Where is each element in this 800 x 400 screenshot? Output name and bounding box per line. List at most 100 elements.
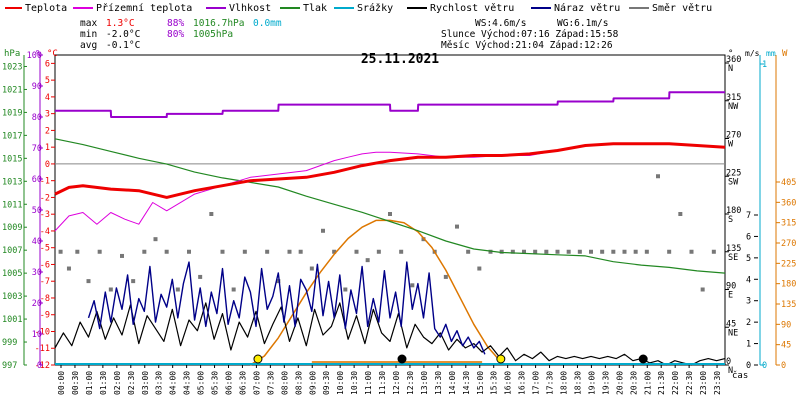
- time-tick-label: 14:00: [448, 371, 457, 395]
- legend-label-pressure: Tlak: [303, 3, 327, 14]
- summary-max-temp: 1.3°C: [106, 18, 135, 29]
- hpa-tick-label: 1019: [2, 108, 22, 118]
- dir-tick-deg: 270: [726, 131, 741, 141]
- pct-tick-label: 0: [37, 361, 42, 371]
- time-tick-label: 14:30: [462, 371, 471, 395]
- wind-dir-point: [86, 279, 91, 284]
- legend: Teplota Přízemní teplota Vlhkost Tlak Sr…: [5, 2, 712, 14]
- summary-max-rain: 0.0mm: [253, 18, 282, 29]
- hpa-tick-label: 1017: [2, 131, 22, 141]
- moonrise-marker: [638, 354, 648, 364]
- axis-title-hpa: hPa: [4, 49, 20, 59]
- wind-dir-point: [455, 224, 459, 229]
- axis-title-temp: °C: [47, 49, 58, 59]
- wind-dir-point: [265, 249, 270, 254]
- dir-tick-deg: 315: [726, 93, 741, 103]
- temp-tick-label: 5: [45, 76, 50, 86]
- summary-max-press: 1016.7hPa: [193, 18, 244, 29]
- hpa-tick-label: 1021: [2, 85, 22, 95]
- w-tick-label: 270: [781, 239, 796, 249]
- hpa-tick-label: 999: [2, 338, 17, 348]
- wind-dir-point: [633, 249, 638, 254]
- series-wind-gust: [87, 261, 486, 355]
- pct-tick-label: 20: [32, 299, 42, 309]
- ms-tick-label: 2: [746, 318, 751, 328]
- time-tick-label: 08:00: [280, 371, 289, 395]
- time-tick-label: 05:30: [211, 371, 220, 395]
- time-tick-label: 04:00: [169, 371, 178, 395]
- time-tick-label: 08:30: [294, 371, 303, 395]
- time-tick-label: 18:30: [573, 371, 582, 395]
- summary-avg-temp: -0.1°C: [106, 40, 140, 51]
- time-tick-label: 00:00: [57, 371, 66, 395]
- wind-dir-point: [678, 212, 683, 216]
- time-tick-label: 09:30: [322, 371, 331, 395]
- wind-dir-point: [510, 249, 515, 254]
- summary-moon: Měsíc Východ:21:04 Západ:12:26: [441, 40, 613, 51]
- time-tick-label: 21:00: [643, 371, 652, 395]
- dir-tick-label: NE: [728, 328, 738, 338]
- wind-dir-point: [388, 212, 392, 216]
- wind-dir-point: [667, 249, 672, 254]
- temp-tick-label: -1: [40, 177, 50, 187]
- pct-tick-label: 40: [32, 237, 42, 247]
- summary-max-label: max: [80, 18, 97, 29]
- wind-dir-point: [600, 249, 605, 254]
- wind-dir-point: [332, 249, 337, 254]
- time-tick-label: 21:30: [657, 371, 666, 395]
- dir-tick-deg: 225: [726, 168, 741, 178]
- wind-dir-point: [287, 249, 292, 254]
- temp-tick-label: -10: [35, 327, 50, 337]
- dir-tick-label: NW: [728, 102, 739, 112]
- wind-dir-point: [399, 249, 404, 254]
- temp-tick-label: -9: [40, 311, 50, 321]
- dir-tick-deg: 90: [726, 282, 736, 292]
- hpa-tick-label: 1007: [2, 246, 22, 256]
- wind-dir-point: [656, 174, 660, 179]
- mm-tick-label: 0: [762, 361, 767, 371]
- dir-tick-deg: 135: [726, 244, 741, 254]
- series-apparent-temp: [54, 143, 726, 232]
- temp-tick-label: -4: [40, 227, 50, 237]
- time-tick-label: 13:00: [420, 371, 429, 395]
- wind-dir-point: [644, 249, 649, 254]
- wind-dir-point: [533, 249, 538, 254]
- ms-tick-label: 6: [746, 232, 751, 242]
- time-tick-label: 15:00: [476, 371, 485, 395]
- temp-tick-label: -3: [40, 210, 50, 220]
- ms-tick-label: 5: [746, 254, 751, 264]
- wind-dir-point: [276, 279, 281, 284]
- pct-tick-label: 90: [32, 82, 42, 92]
- time-tick-label: 02:30: [127, 371, 136, 395]
- temp-tick-label: -11: [35, 344, 50, 354]
- chart-title: 25.11.2021: [361, 52, 439, 67]
- axis-ticks: -12-11-10-9-8-7-6-5-4-3-2-10123456010203…: [2, 51, 796, 395]
- hpa-tick-label: 1015: [2, 154, 22, 164]
- time-tick-label: 09:00: [308, 371, 317, 395]
- hpa-tick-label: 1013: [2, 177, 22, 187]
- summary-wg: WG:6.1m/s: [557, 18, 608, 29]
- temp-tick-label: -12: [35, 361, 50, 371]
- time-tick-label: 02:00: [113, 371, 122, 395]
- legend-label-dir: Směr větru: [652, 2, 712, 14]
- time-tick-label: 00:30: [71, 371, 80, 395]
- w-tick-label: 315: [781, 219, 796, 229]
- time-tick-label: 12:00: [392, 371, 401, 395]
- temp-tick-label: -6: [40, 260, 50, 270]
- dir-tick-label: N: [728, 366, 733, 376]
- dir-tick-label: S: [728, 215, 733, 225]
- time-tick-label: 20:00: [615, 371, 624, 395]
- wind-dir-point: [66, 266, 71, 271]
- time-tick-label: 03:00: [141, 371, 150, 395]
- summary-min-temp: -2.0°C: [106, 29, 140, 40]
- wind-dir-point: [466, 249, 471, 254]
- wind-dir-point: [164, 249, 169, 254]
- pct-tick-label: 80: [32, 113, 42, 123]
- w-tick-label: 45: [781, 341, 791, 351]
- hpa-tick-label: 1011: [2, 200, 22, 210]
- time-tick-label: 17:00: [532, 371, 541, 395]
- wind-dir-point: [108, 287, 113, 292]
- series-lines: [54, 91, 726, 366]
- time-tick-label: 07:30: [266, 371, 275, 395]
